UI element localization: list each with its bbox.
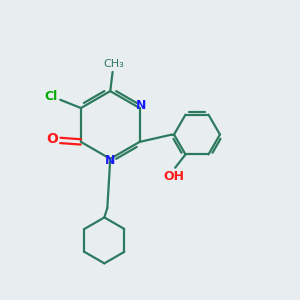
Text: N: N bbox=[136, 99, 146, 112]
Text: O: O bbox=[46, 132, 58, 146]
Text: OH: OH bbox=[163, 170, 184, 183]
Text: CH₃: CH₃ bbox=[104, 59, 124, 69]
Text: N: N bbox=[105, 154, 116, 167]
Text: Cl: Cl bbox=[45, 90, 58, 103]
